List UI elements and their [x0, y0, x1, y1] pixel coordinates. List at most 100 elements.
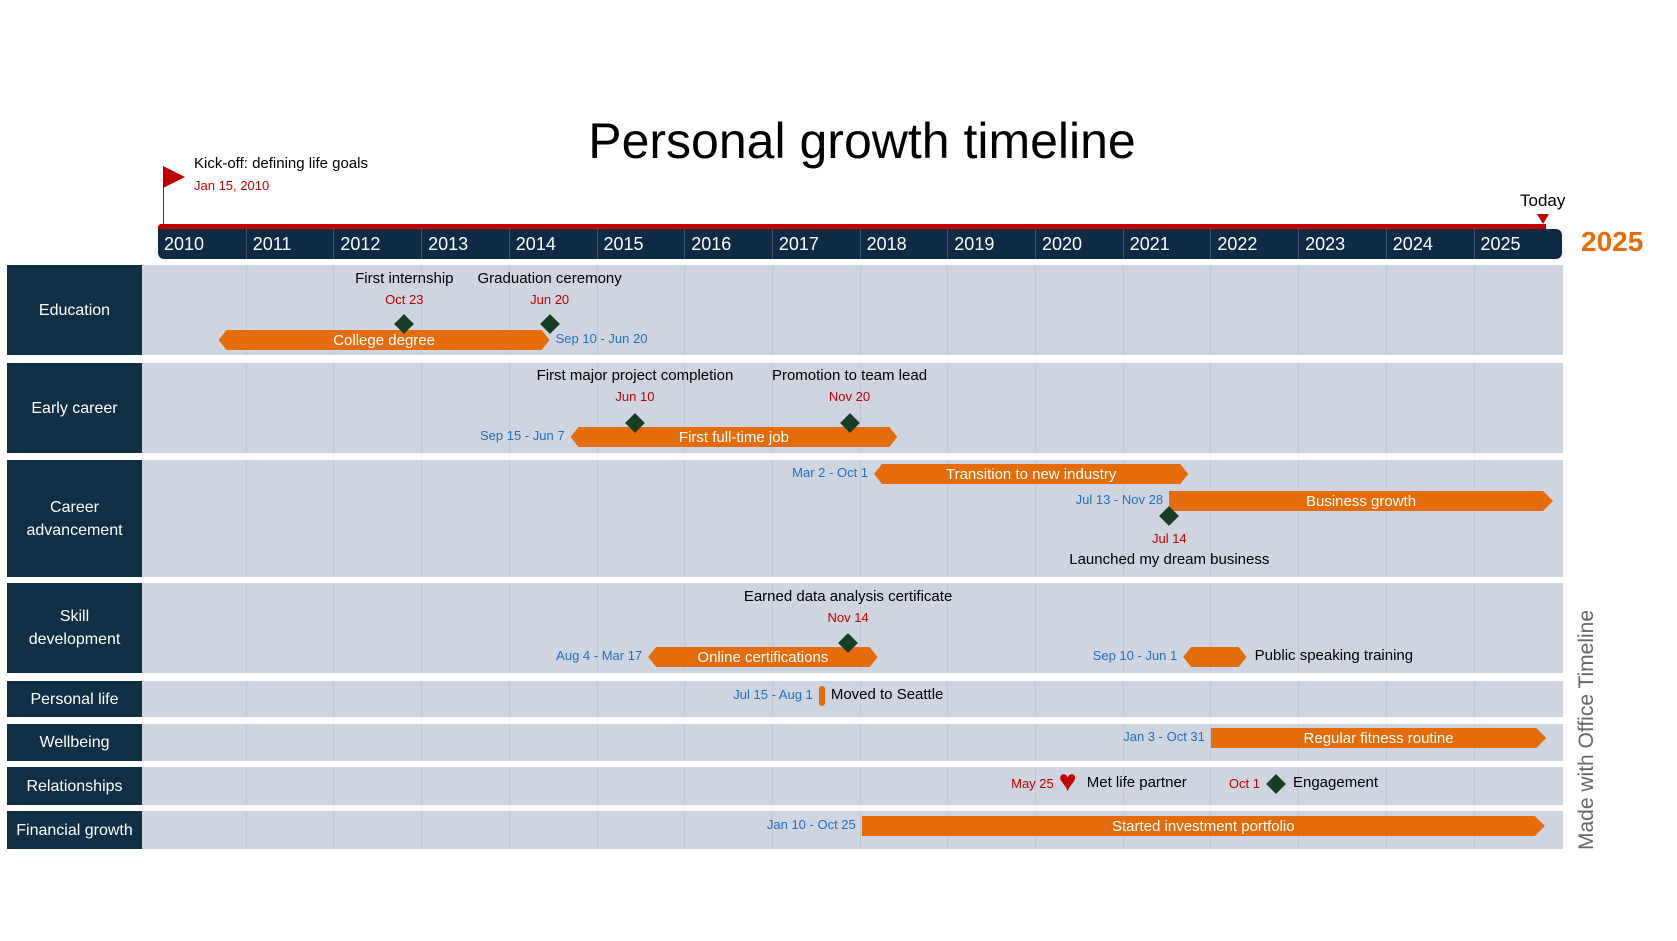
task-label: Public speaking training [1254, 647, 1414, 664]
kickoff-flag-pole [163, 166, 164, 226]
task-label: Transition to new industry [945, 465, 1117, 483]
year-gridline [421, 583, 423, 673]
milestone-date: Nov 20 [828, 389, 871, 404]
year-gridline [684, 767, 686, 805]
year-label: 2021 [1122, 229, 1211, 259]
task-dates: Sep 15 - Jun 7 [480, 428, 565, 443]
year-label: 2015 [596, 229, 685, 259]
milestone-label: First internship [355, 270, 454, 287]
page-title: Personal growth timeline [588, 113, 1136, 169]
year-gridline [1210, 767, 1212, 805]
year-label: 2010 [164, 234, 205, 254]
swimlane-label: Relationships [7, 767, 142, 805]
year-gridline [1035, 767, 1036, 805]
task-bar[interactable]: Business growth [1169, 491, 1553, 511]
year-gridline [421, 811, 423, 849]
task-bar[interactable]: First full-time job [571, 427, 898, 447]
milestone-date: Oct 23 [385, 292, 424, 307]
year-gridline [508, 460, 510, 577]
task-dates: Jan 10 - Oct 25 [766, 817, 856, 832]
year-gridline [771, 265, 773, 355]
task-bar[interactable]: Online certifications [648, 647, 877, 667]
year-gridline [1122, 681, 1124, 717]
year-gridline [1298, 681, 1300, 717]
year-gridline [508, 363, 510, 453]
swimlane-label: Personal life [7, 681, 142, 717]
task-bar[interactable] [818, 686, 825, 706]
year-gridline [1210, 583, 1212, 673]
year-label: 2016 [684, 229, 772, 259]
office-timeline-watermark: Made with Office Timeline [1575, 538, 1615, 850]
year-gridline [1385, 767, 1387, 805]
year-gridline [333, 363, 335, 453]
year-gridline [333, 681, 335, 717]
year-gridline [1122, 583, 1124, 673]
year-gridline [508, 767, 510, 805]
year-gridline [859, 767, 861, 805]
year-gridline [1035, 363, 1036, 453]
year-gridline [1473, 460, 1475, 577]
year-gridline [421, 363, 423, 453]
year-gridline [1122, 767, 1124, 805]
year-gridline [684, 811, 686, 849]
year-gridline [684, 265, 686, 355]
year-gridline [771, 681, 773, 717]
year-gridline [684, 583, 686, 673]
year-gridline [1385, 363, 1387, 453]
year-label: 2012 [333, 229, 421, 259]
year-label: 2014 [508, 229, 597, 259]
swimlane-label: Education [7, 265, 142, 355]
swimlane-label: Financial growth [7, 811, 142, 849]
year-gridline [245, 681, 247, 717]
task-dates: Jul 15 - Aug 1 [733, 687, 813, 702]
year-label: 2011 [245, 229, 334, 259]
year-gridline [771, 363, 773, 453]
year-gridline [1385, 460, 1387, 577]
today-label: Today [1520, 191, 1566, 210]
year-gridline [245, 767, 247, 805]
milestone-date: Jun 20 [530, 292, 570, 307]
year-gridline [333, 460, 335, 577]
task-label: Online certifications [697, 648, 829, 666]
year-gridline [508, 724, 510, 761]
year-gridline [1473, 583, 1475, 673]
task-bar[interactable]: Regular fitness routine [1211, 728, 1546, 748]
year-gridline [859, 583, 861, 673]
year-label: 2018 [859, 229, 948, 259]
year-gridline [1035, 583, 1036, 673]
year-gridline [1298, 460, 1300, 577]
task-label: Business growth [1306, 492, 1417, 510]
task-bar[interactable]: Started investment portfolio [862, 816, 1545, 836]
task-bar[interactable]: College degree [219, 330, 550, 350]
task-label: Started investment portfolio [1112, 817, 1295, 835]
task-bar[interactable] [1183, 647, 1246, 667]
heart-icon: ♥ [1058, 765, 1077, 798]
year-gridline [947, 767, 949, 805]
milestone-label: First major project completion [536, 367, 734, 384]
year-gridline [859, 265, 861, 355]
task-label: Moved to Seattle [830, 686, 944, 703]
year-gridline [1385, 681, 1387, 717]
task-label: College degree [333, 331, 435, 349]
end-year-label: 2025 [1581, 226, 1644, 257]
elapsed-time-bar [158, 224, 1546, 230]
year-gridline [947, 724, 949, 761]
year-gridline [421, 767, 423, 805]
kickoff-title: Kick-off: defining life goals [194, 155, 368, 172]
task-dates: Sep 10 - Jun 1 [1092, 648, 1178, 663]
year-gridline [333, 583, 335, 673]
year-gridline [1473, 363, 1475, 453]
milestone-date: Jul 14 [1151, 531, 1187, 546]
year-gridline [421, 265, 423, 355]
year-gridline [1298, 363, 1300, 453]
year-gridline [596, 767, 598, 805]
milestone-label: Launched my dream business [1069, 551, 1270, 568]
task-bar[interactable]: Transition to new industry [874, 464, 1188, 484]
year-gridline [1298, 583, 1300, 673]
year-gridline [245, 583, 247, 673]
milestone-label: Promotion to team lead [771, 367, 928, 384]
year-gridline [859, 811, 861, 849]
year-label: 2017 [771, 229, 860, 259]
year-gridline [333, 724, 335, 761]
year-gridline [1473, 265, 1475, 355]
